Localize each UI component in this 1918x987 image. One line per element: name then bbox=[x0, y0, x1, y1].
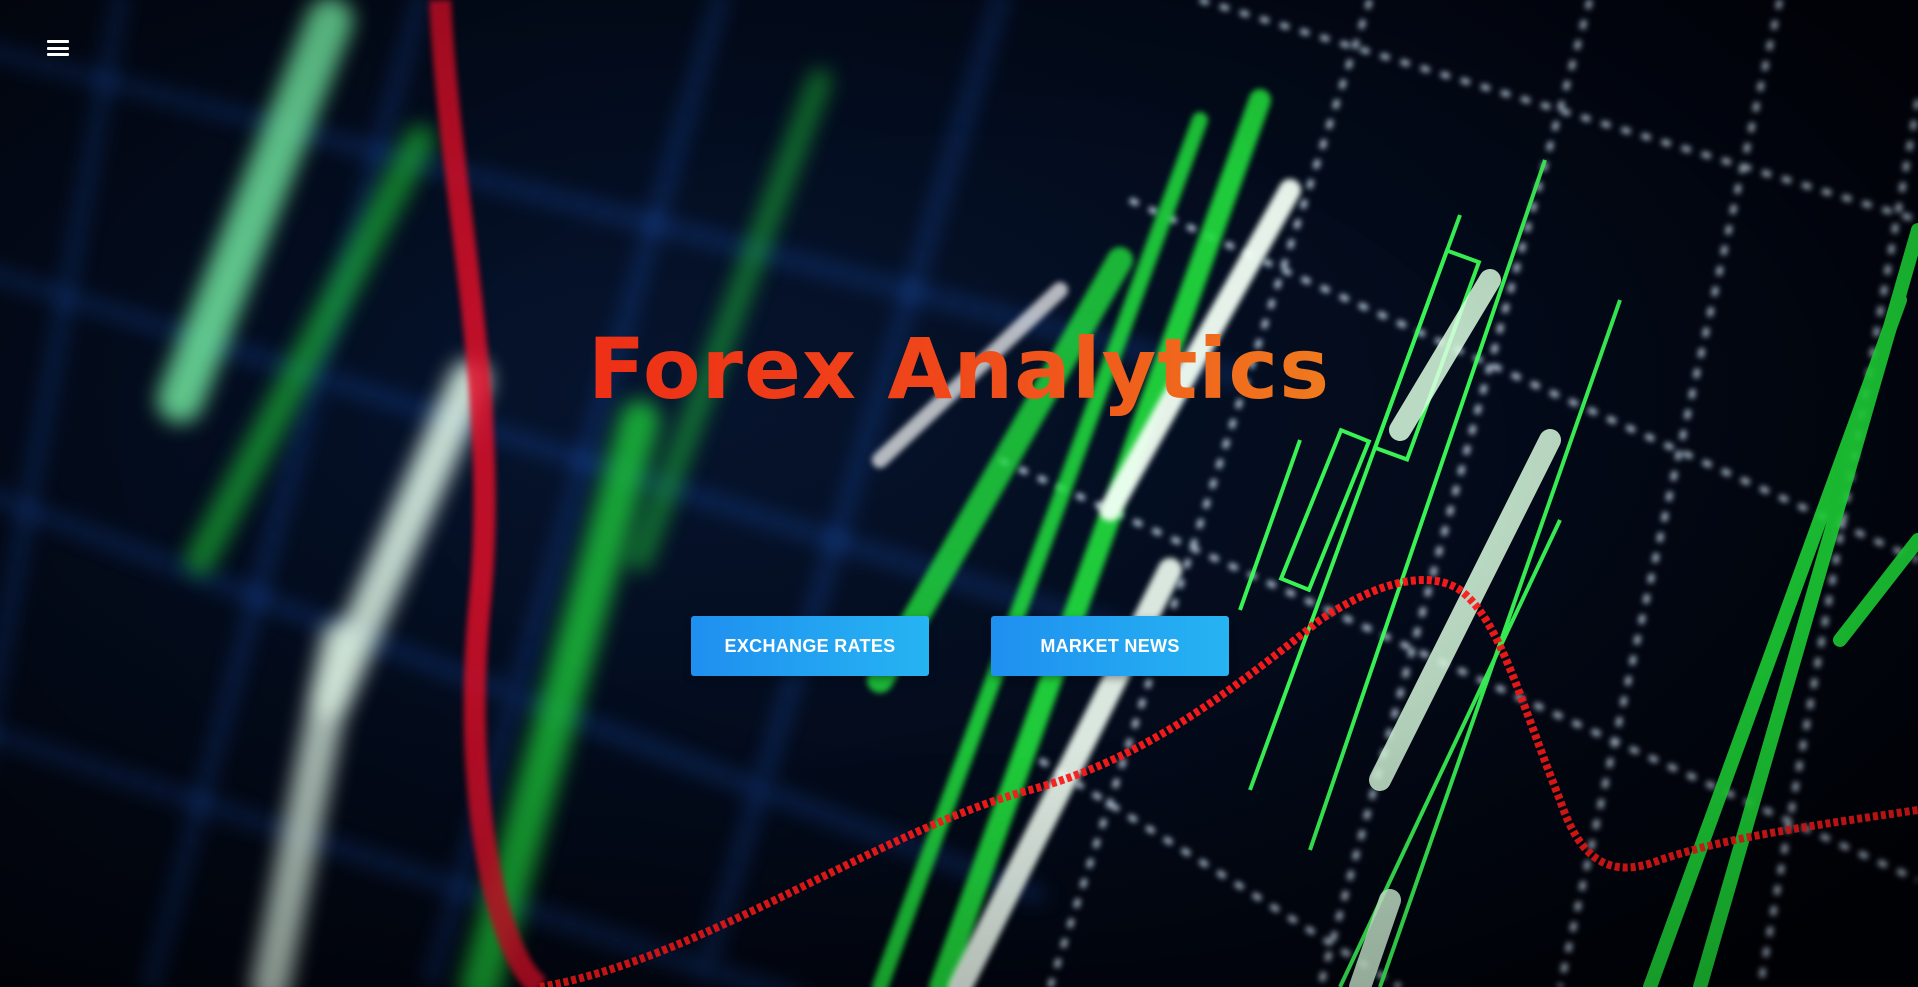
page-title-text: Forex Analytics bbox=[587, 320, 1331, 418]
market-news-button[interactable]: MARKET NEWS bbox=[991, 616, 1229, 676]
cta-button-group: EXCHANGE RATES MARKET NEWS bbox=[691, 616, 1230, 676]
exchange-rates-button[interactable]: EXCHANGE RATES bbox=[691, 616, 929, 676]
menu-button[interactable] bbox=[40, 30, 76, 66]
hamburger-menu-icon bbox=[47, 40, 69, 56]
page-title: Forex Analytics bbox=[0, 318, 1918, 420]
